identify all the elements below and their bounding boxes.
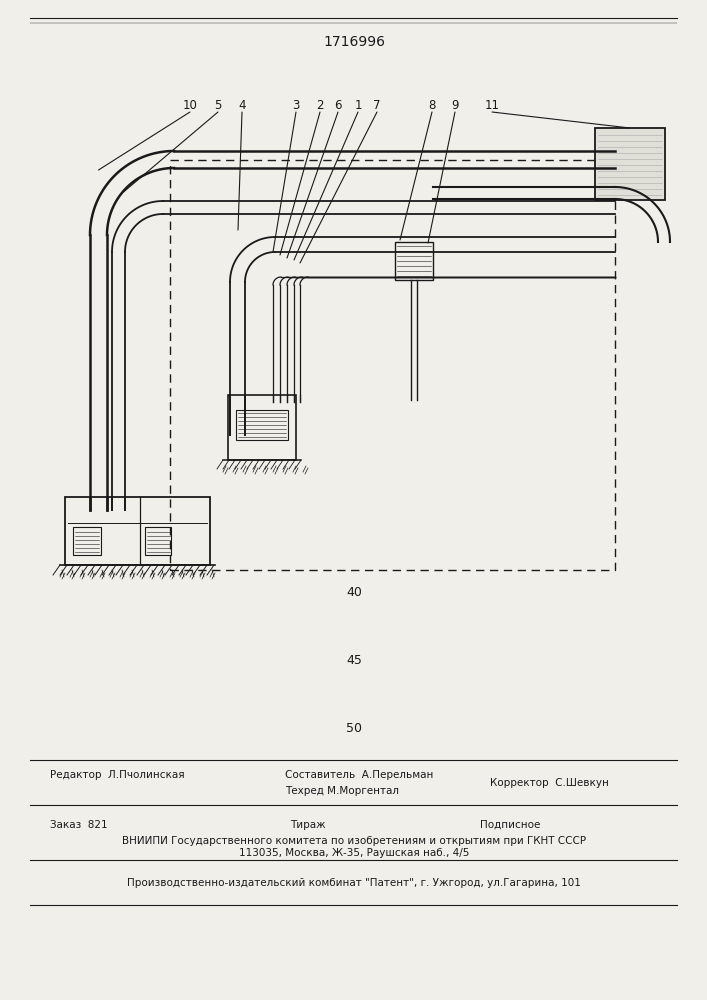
Text: 113035, Москва, Ж-35, Раушская наб., 4/5: 113035, Москва, Ж-35, Раушская наб., 4/5 xyxy=(239,848,469,857)
Text: 50: 50 xyxy=(346,722,362,734)
Bar xyxy=(395,242,433,280)
Bar xyxy=(595,128,665,200)
Text: 8: 8 xyxy=(428,99,436,112)
Bar xyxy=(145,527,171,555)
Bar xyxy=(65,497,210,565)
Text: 45: 45 xyxy=(346,654,362,666)
Text: 6: 6 xyxy=(334,99,341,112)
Text: 11: 11 xyxy=(484,99,500,112)
Text: Редактор  Л.Пчолинская: Редактор Л.Пчолинская xyxy=(50,770,185,780)
Bar xyxy=(228,395,296,460)
Text: Заказ  821: Заказ 821 xyxy=(50,820,107,830)
Text: 5: 5 xyxy=(214,99,222,112)
Text: 4: 4 xyxy=(238,99,246,112)
Text: 9: 9 xyxy=(451,99,459,112)
Text: ВНИИПИ Государственного комитета по изобретениям и открытиям при ГКНТ СССР: ВНИИПИ Государственного комитета по изоб… xyxy=(122,836,586,846)
Text: 10: 10 xyxy=(182,99,197,112)
Text: 1716996: 1716996 xyxy=(323,35,385,49)
Text: Подписное: Подписное xyxy=(480,820,540,830)
Bar xyxy=(73,527,101,555)
Text: 40: 40 xyxy=(346,585,362,598)
Text: 1: 1 xyxy=(354,99,362,112)
Text: 2: 2 xyxy=(316,99,324,112)
Text: 7: 7 xyxy=(373,99,381,112)
Bar xyxy=(236,410,288,440)
Text: Техред М.Моргентал: Техред М.Моргентал xyxy=(285,786,399,796)
Text: Производственно-издательский комбинат "Патент", г. Ужгород, ул.Гагарина, 101: Производственно-издательский комбинат "П… xyxy=(127,878,581,888)
Text: Корректор  С.Шевкун: Корректор С.Шевкун xyxy=(490,778,609,788)
Text: 3: 3 xyxy=(292,99,300,112)
Bar xyxy=(170,160,615,570)
Text: Тираж: Тираж xyxy=(290,820,326,830)
Text: Составитель  А.Перельман: Составитель А.Перельман xyxy=(285,770,433,780)
